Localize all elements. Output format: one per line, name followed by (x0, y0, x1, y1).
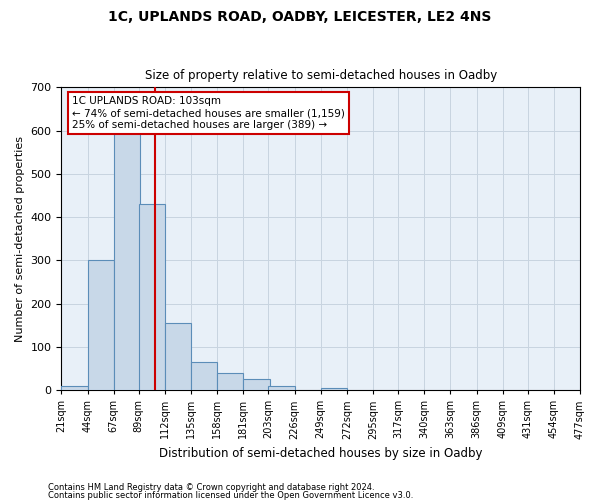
Title: Size of property relative to semi-detached houses in Oadby: Size of property relative to semi-detach… (145, 69, 497, 82)
Bar (61, 386, 88, 390)
Bar (165, 323, 191, 390)
Text: 1C UPLANDS ROAD: 103sqm
← 74% of semi-detached houses are smaller (1,159)
25% of: 1C UPLANDS ROAD: 103sqm ← 74% of semi-de… (72, 96, 344, 130)
X-axis label: Distribution of semi-detached houses by size in Oadby: Distribution of semi-detached houses by … (159, 447, 482, 460)
Text: Contains HM Land Registry data © Crown copyright and database right 2024.: Contains HM Land Registry data © Crown c… (48, 484, 374, 492)
Bar (191, 362, 217, 390)
Bar (244, 380, 269, 390)
Bar (321, 388, 347, 390)
Bar (114, 122, 140, 390)
Bar (268, 386, 295, 390)
Bar (139, 204, 165, 390)
Text: 1C, UPLANDS ROAD, OADBY, LEICESTER, LE2 4NS: 1C, UPLANDS ROAD, OADBY, LEICESTER, LE2 … (109, 10, 491, 24)
Y-axis label: Number of semi-detached properties: Number of semi-detached properties (15, 136, 25, 342)
Text: Contains public sector information licensed under the Open Government Licence v3: Contains public sector information licen… (48, 490, 413, 500)
Bar (217, 373, 244, 390)
Bar (88, 260, 114, 390)
